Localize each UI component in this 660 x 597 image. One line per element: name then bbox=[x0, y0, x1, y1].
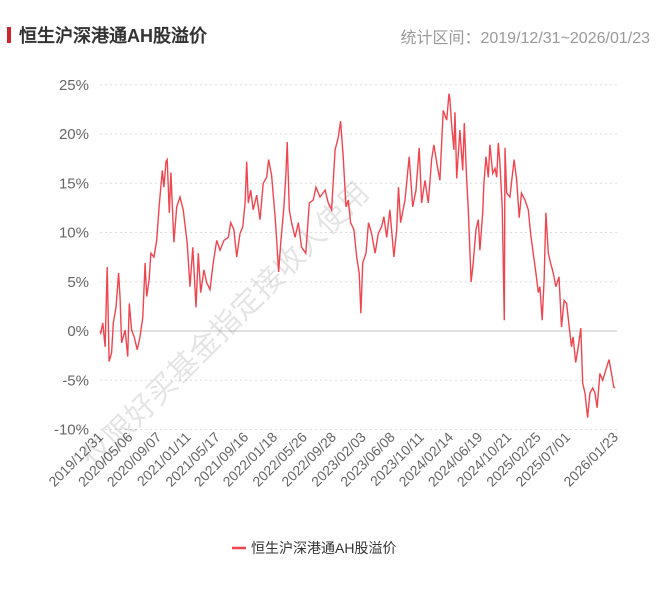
y-tick-label: -10% bbox=[54, 422, 89, 439]
legend-label: 恒生沪深港通AH股溢价 bbox=[251, 540, 396, 556]
chart-title: 恒生沪深港通AH股溢价 bbox=[19, 26, 207, 46]
y-tick-label: 20% bbox=[59, 126, 89, 143]
y-tick-label: 5% bbox=[67, 274, 89, 291]
series-line bbox=[99, 93, 616, 418]
title-accent-bar bbox=[7, 27, 11, 43]
y-tick-label: 25% bbox=[59, 77, 89, 94]
y-tick-label: 0% bbox=[67, 323, 89, 340]
legend[interactable]: 恒生沪深港通AH股溢价 bbox=[232, 540, 396, 556]
y-tick-label: 15% bbox=[59, 175, 89, 192]
y-tick-label: 10% bbox=[59, 225, 89, 242]
y-tick-label: -5% bbox=[62, 372, 89, 389]
date-range-label: 统计区间：2019/12/31~2026/01/23 bbox=[400, 30, 650, 47]
